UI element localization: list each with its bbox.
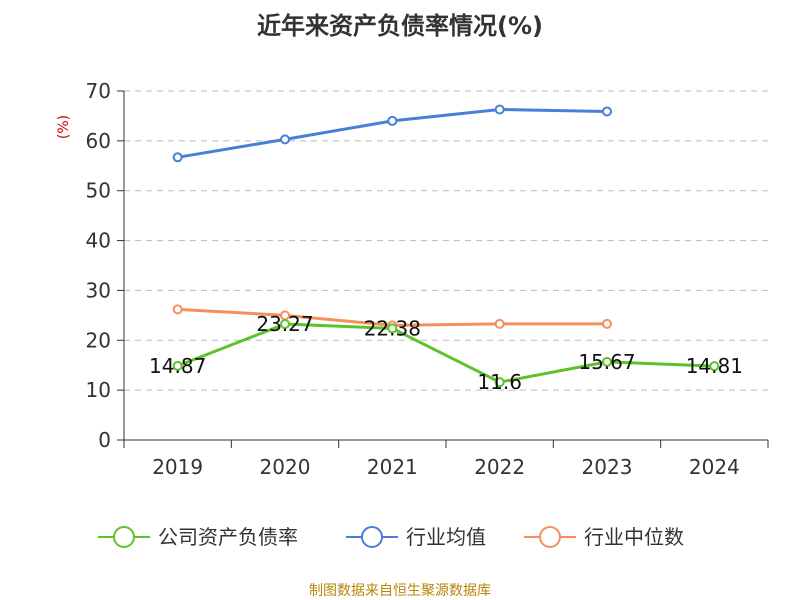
legend-item-1: 行业均值 [346,525,486,549]
source-note: 制图数据来自恒生聚源数据库 [309,583,491,599]
point-1-2021 [387,115,398,126]
data-label-2019: 14.87 [149,354,206,378]
legend-label-0: 公司资产负债率 [158,525,298,549]
axes: 0 10 20 30 40 50 60 70 2019 2020 2021 2022 2023 2024 [86,79,769,479]
data-label-2022: 11.6 [477,370,522,394]
legend-marker-2 [539,526,561,548]
point-1-2019 [172,152,183,163]
point-0-2022 [494,377,505,388]
point-2-2023 [602,318,612,329]
y-tick-label-50: 50 [86,179,111,203]
legend: 公司资产负债率 行业均值 行业中位数 [98,525,684,549]
x-tick-label-2021: 2021 [367,455,418,479]
x-tick-label-2022: 2022 [474,455,525,479]
x-tick-label-2023: 2023 [582,455,633,479]
point-1-2020 [280,134,290,145]
legend-marker-0 [113,526,135,548]
point-1-2023 [602,106,612,117]
point-0-2024 [709,361,720,372]
legend-item-2: 行业中位数 [524,525,684,549]
point-0-2020 [280,318,290,329]
point-0-2019 [172,360,183,371]
series-group [172,104,720,388]
point-1-2022 [494,104,505,115]
chart-title: 近年来资产负债率情况(%) [257,12,543,40]
y-tick-label-60: 60 [86,129,111,153]
legend-marker-1 [361,526,383,548]
x-tick-label-2020: 2020 [260,455,311,479]
y-tick-label-40: 40 [86,229,111,253]
x-tick-label-2024: 2024 [689,455,740,479]
y-tick-label-30: 30 [86,278,111,302]
point-2-2019 [172,304,183,315]
y-axis-label: (%) [56,115,72,139]
x-tick-label-2019: 2019 [152,455,203,479]
data-label-2021: 22.38 [364,316,421,340]
data-label-2020: 23.27 [256,312,313,336]
grid-lines [124,90,768,391]
y-tick-label-70: 70 [86,79,111,103]
y-tick-label-10: 10 [86,378,111,402]
legend-item-0: 公司资产负债率 [98,525,298,549]
legend-label-1: 行业均值 [406,525,486,549]
point-0-2021 [387,323,398,334]
point-2-2022 [494,318,505,329]
y-tick-label-20: 20 [86,328,111,352]
legend-label-2: 行业中位数 [584,525,684,549]
data-label-2024: 14.81 [686,354,743,378]
y-tick-label-0: 0 [98,428,111,452]
series-line-0 [177,322,715,384]
data-labels: 14.87 23.27 22.38 11.6 15.67 14.81 [149,312,743,394]
point-0-2023 [602,356,612,367]
data-label-2023: 15.67 [578,350,635,374]
